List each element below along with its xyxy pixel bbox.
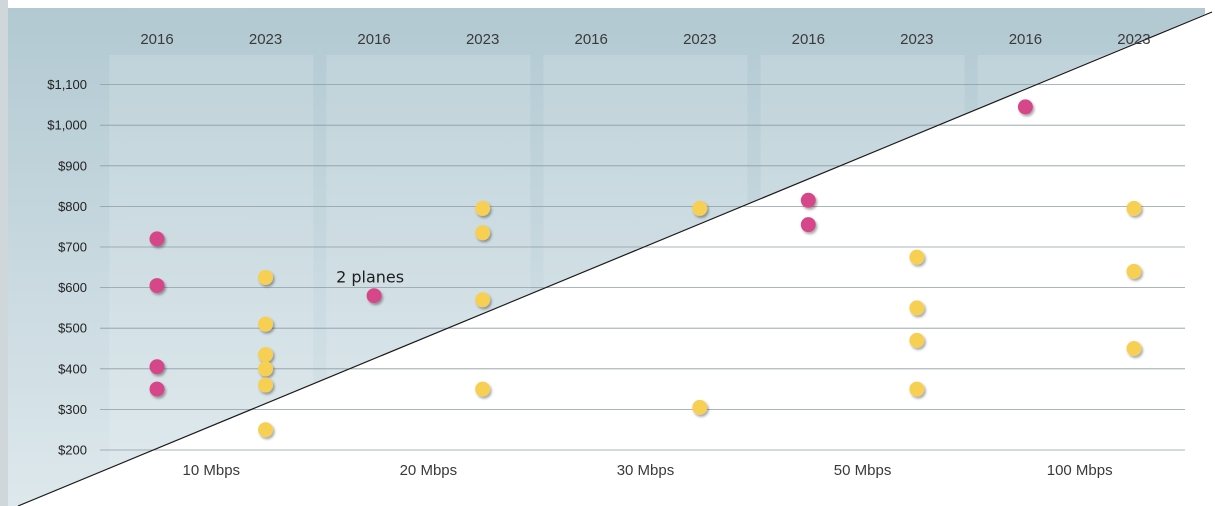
point-2023 [909, 249, 925, 265]
year-label: 2023 [466, 31, 499, 48]
y-tick-label: $500 [58, 321, 87, 336]
point-2016 [366, 288, 382, 304]
point-2023 [1126, 263, 1142, 279]
point-2016 [1017, 99, 1033, 115]
year-label: 2016 [140, 31, 173, 48]
y-tick-label: $800 [58, 199, 87, 214]
point-2023 [475, 225, 491, 241]
point-2023 [258, 361, 274, 377]
point-2023 [475, 381, 491, 397]
category-label: 10 Mbps [183, 462, 241, 479]
point-2016 [149, 278, 165, 294]
point-2016 [800, 217, 816, 233]
year-label: 2023 [900, 31, 933, 48]
column-band [543, 55, 748, 506]
data-points [149, 99, 1142, 438]
category-label: 30 Mbps [617, 462, 675, 479]
annotation-label: 2 planes [336, 268, 404, 287]
point-2016 [800, 192, 816, 208]
y-axis-ticks: $200 $300 $400 $500 $600 $700 $800 $900 $1,000 $1… [47, 77, 87, 457]
diagonal-divider [17, 11, 1213, 506]
point-2023 [258, 347, 274, 363]
point-2016 [149, 231, 165, 247]
year-label: 2023 [1117, 31, 1150, 48]
y-tick-label: $900 [58, 158, 87, 173]
background-triangle [8, 8, 1205, 506]
point-2023 [1126, 200, 1142, 216]
point-2023 [475, 200, 491, 216]
year-label: 2016 [792, 31, 825, 48]
left-edge-strip [0, 0, 8, 506]
point-2023 [258, 422, 274, 438]
point-2023 [475, 292, 491, 308]
y-tick-label: $300 [58, 402, 87, 417]
year-label: 2023 [249, 31, 282, 48]
point-2023 [258, 269, 274, 285]
y-tick-label: $1,100 [47, 77, 87, 92]
point-2023 [258, 316, 274, 332]
y-tick-label: $200 [58, 443, 87, 458]
point-2023 [692, 399, 708, 415]
y-tick-label: $600 [58, 280, 87, 295]
year-label: 2016 [575, 31, 608, 48]
point-2023 [1126, 341, 1142, 356]
category-labels: 10 Mbps 20 Mbps 30 Mbps 50 Mbps 100 Mbps [183, 462, 1113, 479]
point-2023 [909, 300, 925, 316]
category-label: 100 Mbps [1047, 462, 1113, 479]
year-labels: 2016 2023 2016 2023 2016 2023 2016 2023 2016 2023 [140, 31, 1150, 48]
point-2016 [149, 359, 165, 375]
annotations: 2 planes [336, 268, 404, 287]
category-label: 50 Mbps [834, 462, 892, 479]
point-2023 [258, 377, 274, 393]
y-tick-label: $700 [58, 240, 87, 255]
year-label: 2023 [683, 31, 716, 48]
column-band [760, 55, 965, 506]
y-tick-label: $400 [58, 361, 87, 376]
point-2023 [909, 381, 925, 397]
year-label: 2016 [357, 31, 390, 48]
column-band [109, 55, 314, 506]
year-label: 2016 [1009, 31, 1042, 48]
point-2023 [909, 332, 925, 348]
category-label: 20 Mbps [400, 462, 458, 479]
column-band [977, 55, 1182, 506]
y-tick-label: $1,000 [47, 118, 87, 133]
point-2016 [149, 381, 165, 397]
point-2023 [692, 200, 708, 216]
